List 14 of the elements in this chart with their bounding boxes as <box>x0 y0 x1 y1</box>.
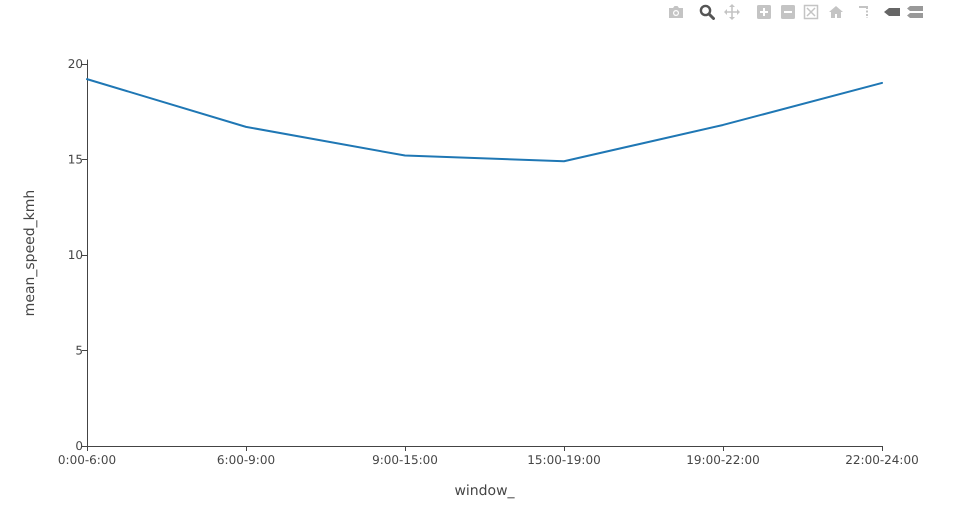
x-tick-label: 0:00-6:00 <box>58 453 116 467</box>
x-tick-label: 9:00-15:00 <box>372 453 438 467</box>
y-tick-label: 10 <box>68 248 83 262</box>
y-axis-title: mean_speed_kmh <box>22 190 38 316</box>
x-tick-label: 6:00-9:00 <box>216 453 276 467</box>
y-tick-label: 0 <box>75 439 83 453</box>
y-tick-label: 15 <box>68 152 83 166</box>
x-tick-label: 15:00-19:00 <box>527 453 601 467</box>
line-series <box>86 78 883 162</box>
x-tick-label: 22:00-24:00 <box>845 453 919 467</box>
x-tick-label: 19:00-22:00 <box>686 453 760 467</box>
y-tick-label: 20 <box>68 56 83 71</box>
y-tick-label: 5 <box>75 343 83 358</box>
x-axis-title: window_ <box>454 483 516 499</box>
